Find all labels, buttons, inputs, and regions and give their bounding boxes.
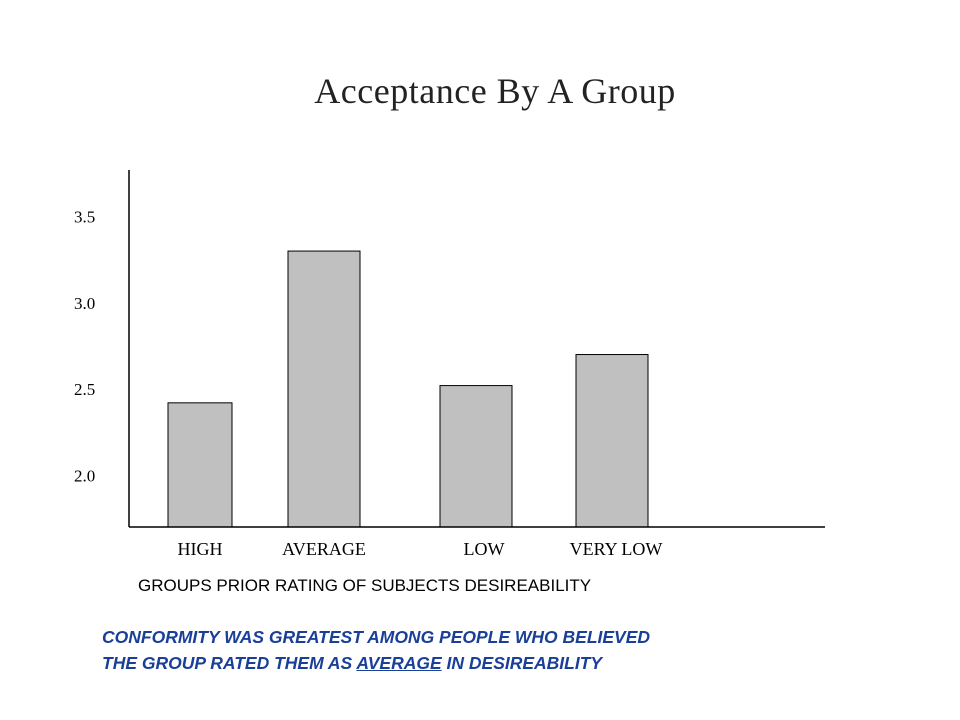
- y-tick-labels: 2.0 2.5 3.0 3.5: [74, 208, 95, 486]
- category-label-3: VERY LOW: [570, 539, 663, 559]
- conclusion-note: CONFORMITY WAS GREATEST AMONG PEOPLE WHO…: [102, 624, 650, 676]
- x-axis-label: GROUPS PRIOR RATING OF SUBJECTS DESIREAB…: [138, 576, 592, 595]
- y-tick-label-0: 2.0: [74, 466, 95, 485]
- y-tick-label-2: 3.0: [74, 294, 95, 313]
- category-label-2: LOW: [464, 539, 505, 559]
- bars: [167, 250, 649, 528]
- y-tick-label-3: 3.5: [74, 208, 95, 227]
- category-label-0: HIGH: [178, 539, 223, 559]
- category-labels: HIGH AVERAGE LOW VERY LOW: [178, 539, 663, 559]
- note-emphasis: AVERAGE: [356, 653, 442, 673]
- y-tick-label-1: 2.5: [74, 380, 95, 399]
- chart-title: Acceptance By A Group: [314, 71, 676, 111]
- bar-high: [167, 402, 233, 528]
- bar-very-low: [575, 354, 649, 528]
- note-line-2-end: IN DESIREABILITY: [441, 653, 603, 673]
- bar-average: [287, 250, 361, 528]
- category-label-1: AVERAGE: [282, 539, 366, 559]
- note-line-2-start: THE GROUP RATED THEM AS: [102, 653, 357, 673]
- bar-low: [439, 385, 513, 528]
- note-line-1: CONFORMITY WAS GREATEST AMONG PEOPLE WHO…: [102, 627, 651, 647]
- note-line-2: THE GROUP RATED THEM AS AVERAGE IN DESIR…: [102, 650, 650, 676]
